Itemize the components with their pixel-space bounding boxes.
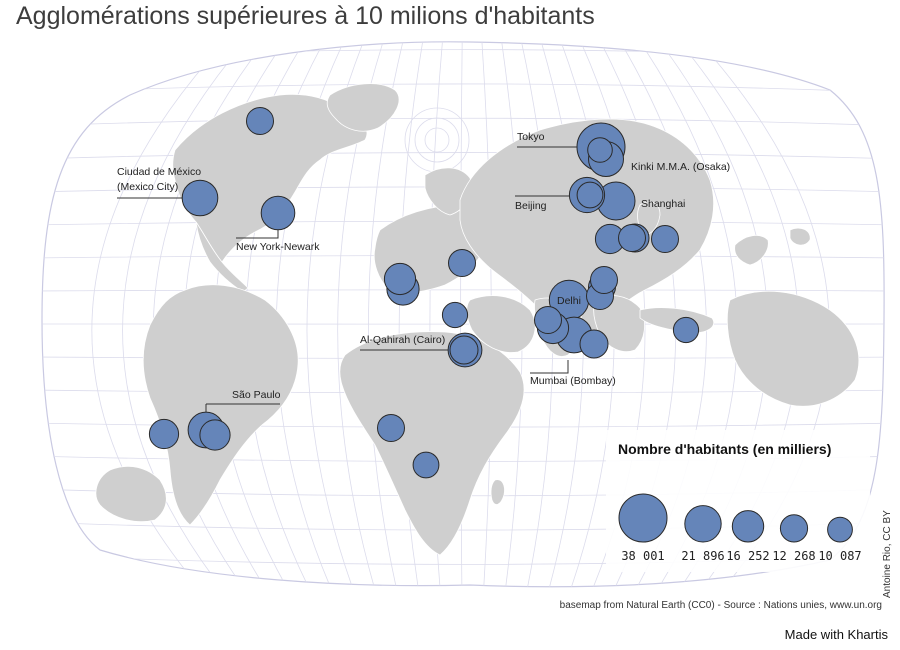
city-bubble-unlabeled-city[interactable] — [441, 301, 469, 329]
legend-value-label: 21 896 — [681, 549, 724, 563]
land-asia — [459, 118, 715, 350]
legend-title: Nombre d'habitants (en milliers) — [618, 441, 832, 457]
city-bubble-unlabeled-city[interactable] — [448, 249, 476, 277]
city-bubble-unlabeled-city[interactable] — [672, 316, 700, 344]
city-bubble-unlabeled-city[interactable] — [651, 225, 679, 253]
legend-bubble — [827, 516, 853, 543]
city-labels: Tokyo Kinki M.M.A. (Osaka) Shanghai Beij… — [117, 131, 730, 401]
label-beijing: Beijing — [515, 200, 547, 212]
graticule-meridian — [398, 41, 425, 587]
land-madagascar — [490, 479, 505, 505]
graticule-parallel — [42, 152, 885, 160]
city-bubble-unlabeled-city[interactable] — [534, 306, 562, 334]
legend-value-label: 12 268 — [772, 549, 815, 563]
made-with-khartis: Made with Khartis — [784, 627, 888, 642]
legend-bubble — [731, 510, 765, 543]
land-south-cone — [95, 466, 167, 522]
city-bubble-unlabeled-city[interactable] — [383, 262, 417, 296]
city-bubble-unlabeled-city[interactable] — [148, 418, 180, 450]
source-note: basemap from Natural Earth (CC0) - Sourc… — [559, 600, 882, 611]
author-credit: Antoine Rio, CC BY — [882, 510, 893, 598]
land-south-america — [142, 284, 299, 526]
label-osaka: Kinki M.M.A. (Osaka) — [631, 161, 730, 173]
land-australia — [726, 290, 860, 407]
city-bubble-unlabeled-city[interactable] — [587, 137, 613, 163]
landmasses — [95, 83, 860, 556]
graticule-polar-circle — [414, 117, 460, 163]
city-bubble-unlabeled-city[interactable] — [412, 451, 440, 479]
label-mexico: Ciudad de México — [117, 166, 201, 178]
city-bubble-ciudad-de-m-xico-mexico-city[interactable] — [181, 179, 219, 217]
city-bubbles — [148, 107, 700, 479]
land-middle-east — [466, 295, 536, 353]
map-title: Agglomérations supérieures à 10 milions … — [16, 2, 595, 30]
city-bubble-unlabeled-city[interactable] — [377, 414, 405, 442]
city-bubble-unlabeled-city[interactable] — [449, 335, 479, 365]
land-pacific-islands — [789, 227, 811, 246]
city-bubble-new-york-newark[interactable] — [260, 195, 296, 231]
leader-mumbai — [530, 360, 569, 374]
city-bubble-unlabeled-city[interactable] — [246, 107, 274, 135]
graticule-parallel — [30, 588, 900, 599]
legend: Nombre d'habitants (en milliers) 38 001 2… — [606, 430, 870, 572]
graticule-parallel — [42, 289, 885, 292]
graticule-meridian — [122, 41, 251, 587]
graticule-parallel — [42, 117, 885, 127]
legend-bubble — [618, 493, 668, 543]
graticule-parallel — [42, 83, 885, 94]
legend-value-label: 10 087 — [818, 549, 861, 563]
legend-value-label: 16 252 — [726, 549, 769, 563]
label-mexico-2: (Mexico City) — [117, 181, 178, 193]
legend-bubble — [684, 505, 722, 543]
label-tokyo: Tokyo — [517, 131, 545, 143]
land-north-america — [172, 93, 368, 263]
city-bubble-unlabeled-city[interactable] — [618, 224, 646, 252]
legend-value-label: 38 001 — [621, 549, 664, 563]
land-central-america — [195, 221, 249, 293]
city-bubble-unlabeled-city[interactable] — [590, 266, 618, 294]
city-bubble-unlabeled-city[interactable] — [199, 419, 231, 451]
label-mumbai: Mumbai (Bombay) — [530, 375, 616, 387]
label-sao-paulo: São Paulo — [232, 389, 281, 401]
label-cairo: Al-Qahirah (Cairo) — [360, 334, 445, 346]
city-bubble-unlabeled-city[interactable] — [576, 181, 604, 209]
land-greenland — [326, 83, 400, 132]
city-bubble-unlabeled-city[interactable] — [579, 329, 609, 359]
label-delhi: Delhi — [557, 295, 581, 307]
land-new-zealand — [734, 235, 769, 266]
legend-symbols: 38 001 21 896 16 252 12 268 10 087 — [618, 493, 862, 563]
graticule-polar-circle — [424, 127, 450, 153]
legend-bubble — [779, 514, 809, 543]
label-new-york: New York-Newark — [236, 241, 320, 253]
label-shanghai: Shanghai — [641, 198, 685, 210]
land-japan — [637, 201, 661, 235]
